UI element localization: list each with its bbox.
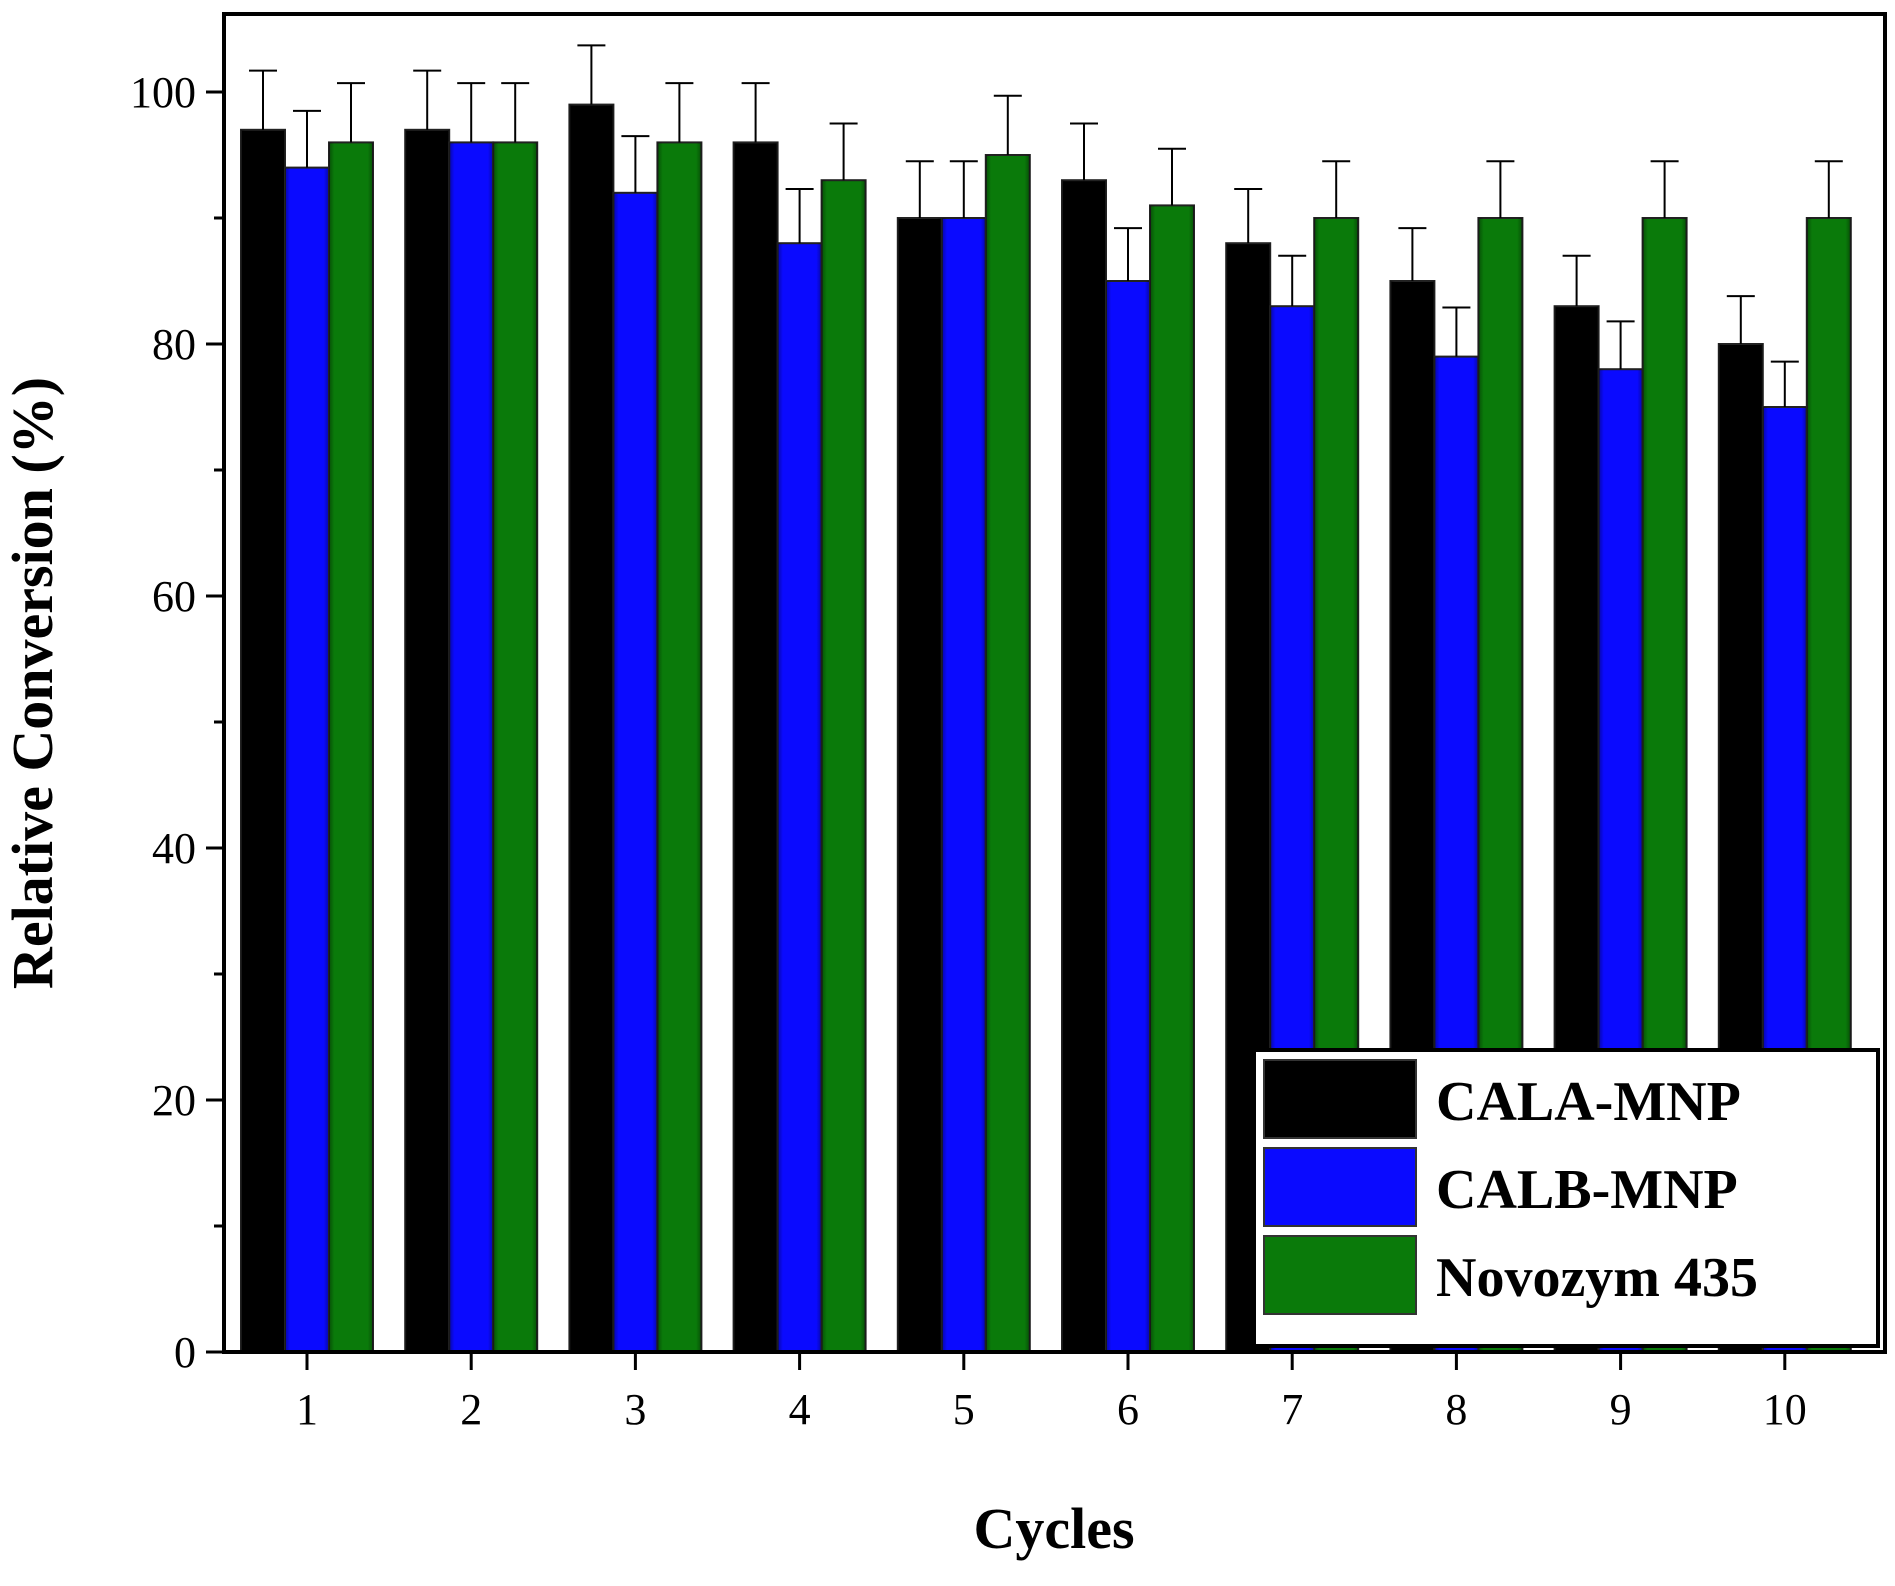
x-tick-label-8: 8 bbox=[1445, 1385, 1467, 1434]
bar-shade-novozym-435-cycle-3 bbox=[657, 142, 702, 1352]
legend-label-cala-mnp: CALA-MNP bbox=[1436, 1071, 1741, 1133]
legend-entry-calb-mnp: CALB-MNP bbox=[1263, 1147, 1738, 1227]
x-tick-label-1: 1 bbox=[296, 1385, 318, 1434]
y-tick-label-0: 0 bbox=[174, 1328, 196, 1377]
bar-shade-novozym-435-cycle-5 bbox=[985, 155, 1030, 1352]
bar-shade-novozym-435-cycle-1 bbox=[329, 142, 373, 1352]
y-axis: 0 20 40 60 80 100 bbox=[130, 68, 224, 1377]
x-tick-label-7: 7 bbox=[1281, 1385, 1303, 1434]
bar-shade-cala-mnp-cycle-6 bbox=[1062, 180, 1106, 1353]
bar-shade-cala-mnp-cycle-3 bbox=[569, 104, 614, 1353]
x-tick-label-9: 9 bbox=[1610, 1385, 1632, 1434]
legend-swatch-novozym-435 bbox=[1263, 1235, 1417, 1315]
bar-shade-calb-mnp-cycle-2 bbox=[449, 142, 494, 1352]
error-bars-layer bbox=[249, 44, 1843, 407]
bar-shade-calb-mnp-cycle-1 bbox=[285, 167, 329, 1353]
x-tick-label-6: 6 bbox=[1117, 1385, 1139, 1434]
x-tick-label-3: 3 bbox=[624, 1385, 646, 1434]
legend-label-novozym-435: Novozym 435 bbox=[1436, 1247, 1758, 1309]
legend-entry-novozym-435: Novozym 435 bbox=[1263, 1235, 1758, 1315]
y-tick-label-20: 20 bbox=[152, 1076, 196, 1125]
legend-label-calb-mnp: CALB-MNP bbox=[1436, 1159, 1738, 1221]
x-axis-title: Cycles bbox=[973, 1496, 1134, 1561]
bar-shade-calb-mnp-cycle-4 bbox=[777, 243, 822, 1353]
legend: CALA-MNP CALB-MNP Novozym 435 bbox=[1252, 1048, 1880, 1348]
y-tick-label-40: 40 bbox=[152, 824, 196, 873]
y-tick-label-80: 80 bbox=[152, 320, 196, 369]
bar-shade-calb-mnp-cycle-5 bbox=[941, 218, 986, 1352]
bar-shade-novozym-435-cycle-2 bbox=[493, 142, 538, 1352]
bar-shade-calb-mnp-cycle-3 bbox=[613, 192, 658, 1352]
plot-frame bbox=[222, 12, 1887, 1354]
x-tick-label-5: 5 bbox=[953, 1385, 975, 1434]
legend-swatch-cala-mnp bbox=[1263, 1059, 1417, 1139]
legend-swatch-calb-mnp bbox=[1263, 1147, 1417, 1227]
y-axis-title: Relative Conversion (%) bbox=[0, 377, 65, 989]
x-tick-label-10: 10 bbox=[1763, 1385, 1807, 1434]
x-axis: 1 2 3 4 5 6 7 8 9 10 bbox=[296, 1352, 1807, 1434]
bar-shade-cala-mnp-cycle-1 bbox=[241, 129, 285, 1352]
bar-shade-cala-mnp-cycle-2 bbox=[405, 129, 450, 1352]
y-tick-label-60: 60 bbox=[152, 572, 196, 621]
bar-shade-novozym-435-cycle-6 bbox=[1150, 205, 1194, 1352]
bar-shade-cala-mnp-cycle-5 bbox=[897, 218, 942, 1352]
legend-entry-cala-mnp: CALA-MNP bbox=[1263, 1059, 1741, 1139]
x-tick-label-2: 2 bbox=[460, 1385, 482, 1434]
bar-shade-cala-mnp-cycle-4 bbox=[733, 142, 778, 1352]
x-tick-label-4: 4 bbox=[789, 1385, 811, 1434]
bar-shade-calb-mnp-cycle-6 bbox=[1106, 281, 1150, 1352]
bar-shade-novozym-435-cycle-4 bbox=[821, 180, 866, 1353]
y-tick-label-100: 100 bbox=[130, 68, 196, 117]
